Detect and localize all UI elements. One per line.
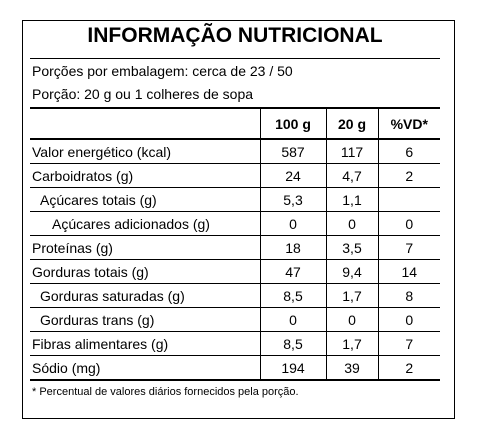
value-cell: 9,4: [325, 259, 378, 284]
value-cell: 194: [259, 355, 326, 381]
header-row: 100 g 20 g %VD*: [30, 109, 440, 140]
value-cell: 587: [259, 139, 326, 164]
table-row: Proteínas (g) 18 3,5 7: [30, 235, 440, 260]
value-cell: 0: [259, 211, 326, 236]
value-cell: 5,3: [259, 187, 326, 212]
value-cell: 8,5: [259, 283, 326, 308]
title: INFORMAÇÃO NUTRICIONAL: [87, 24, 383, 47]
value-cell: 0: [259, 307, 326, 332]
table-row: Açúcares adicionados (g) 0 0 0: [30, 211, 440, 236]
value-cell: [377, 187, 440, 212]
table-row: Gorduras saturadas (g) 8,5 1,7 8: [30, 283, 440, 308]
value-cell: 18: [259, 235, 326, 260]
value-cell: 117: [325, 139, 378, 164]
value-cell: 14: [377, 259, 440, 284]
row-label: Sódio (mg): [30, 355, 260, 381]
table-row: Gorduras totais (g) 47 9,4 14: [30, 259, 440, 284]
row-label: Gorduras saturadas (g): [30, 283, 260, 308]
header-cell: 20 g: [325, 109, 378, 140]
nutrition-table: 100 g 20 g %VD* Valor energético (kcal) 587…: [30, 109, 440, 381]
value-cell: 0: [325, 307, 378, 332]
row-label: Gorduras trans (g): [30, 307, 260, 332]
servings-per-package: Porções por embalagem: cerca de 23 / 50: [32, 63, 293, 79]
value-cell: 0: [377, 211, 440, 236]
row-label: Açúcares adicionados (g): [30, 211, 260, 236]
footnote: * Percentual de valores diários fornecid…: [32, 386, 299, 398]
row-label: Açúcares totais (g): [30, 187, 260, 212]
value-cell: 7: [377, 235, 440, 260]
value-cell: 2: [377, 163, 440, 188]
value-cell: 2: [377, 355, 440, 381]
value-cell: 1,7: [325, 283, 378, 308]
row-label: Fibras alimentares (g): [30, 331, 260, 356]
table-row: Fibras alimentares (g) 8,5 1,7 7: [30, 331, 440, 356]
value-cell: 39: [325, 355, 378, 381]
value-cell: 6: [377, 139, 440, 164]
value-cell: 0: [377, 307, 440, 332]
table-row: Gorduras trans (g) 0 0 0: [30, 307, 440, 332]
value-cell: 7: [377, 331, 440, 356]
divider: [30, 58, 440, 59]
divider: [30, 107, 440, 109]
value-cell: 0: [325, 211, 378, 236]
value-cell: 47: [259, 259, 326, 284]
table-row: Sódio (mg) 194 39 2: [30, 355, 440, 381]
label-border: [22, 20, 455, 419]
value-cell: 8: [377, 283, 440, 308]
header-cell: [30, 109, 260, 140]
value-cell: 1,7: [325, 331, 378, 356]
row-label: Gorduras totais (g): [30, 259, 260, 284]
header-cell: %VD*: [377, 109, 440, 140]
table-row: Carboidratos (g) 24 4,7 2: [30, 163, 440, 188]
table-row: Açúcares totais (g) 5,3 1,1: [30, 187, 440, 212]
row-label: Carboidratos (g): [30, 163, 260, 188]
value-cell: 4,7: [325, 163, 378, 188]
row-label: Valor energético (kcal): [32, 143, 172, 160]
table-row: Valor energético (kcal) 587 117 6: [30, 139, 440, 164]
header-cell: 100 g: [259, 109, 326, 140]
serving-size: Porção: 20 g ou 1 colheres de sopa: [32, 86, 254, 102]
value-cell: 3,5: [325, 235, 378, 260]
value-cell: 24: [259, 163, 326, 188]
row-label: Proteínas (g): [30, 235, 260, 260]
value-cell: 1,1: [325, 187, 378, 212]
value-cell: 8,5: [259, 331, 326, 356]
